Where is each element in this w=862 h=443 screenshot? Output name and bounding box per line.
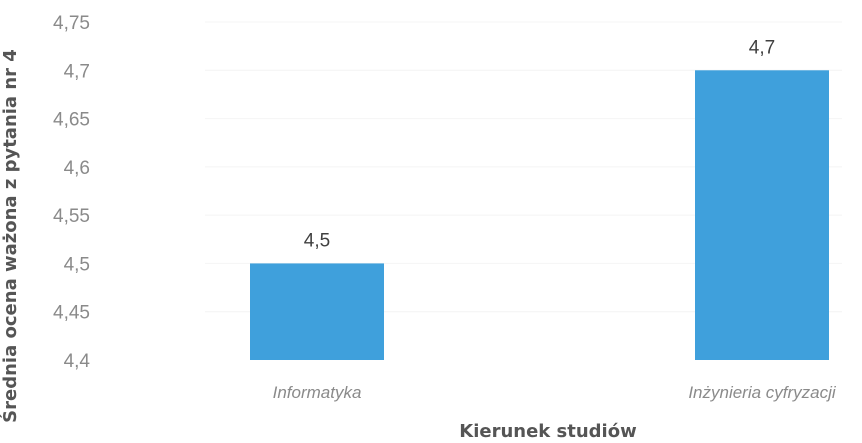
y-tick-label: 4,7 <box>64 61 90 82</box>
bar <box>695 70 829 361</box>
bar <box>250 263 384 360</box>
y-tick-label: 4,55 <box>53 206 90 227</box>
x-tick-label: Informatyka <box>273 383 362 402</box>
x-tick-label: Inżynieria cyfryzacji <box>688 383 837 402</box>
y-tick-label: 4,65 <box>53 110 90 131</box>
y-tick-label: 4,4 <box>64 351 91 372</box>
x-axis-ticks: Informatyka Inżynieria cyfryzacji <box>273 383 837 402</box>
data-label: 4,7 <box>749 37 775 58</box>
y-tick-label: 4,5 <box>64 254 90 275</box>
bars <box>250 70 829 361</box>
data-label: 4,5 <box>304 230 330 251</box>
x-axis-title: Kierunek studiów <box>459 421 636 442</box>
y-axis-ticks: 4,4 4,45 4,5 4,55 4,6 4,65 4,7 4,75 <box>53 13 90 372</box>
y-tick-label: 4,45 <box>53 303 90 324</box>
y-tick-label: 4,6 <box>64 158 90 179</box>
y-tick-label: 4,75 <box>53 13 90 34</box>
data-labels: 4,5 4,7 <box>304 37 775 251</box>
y-axis-title: Średnia ocena ważona z pytania nr 4 <box>0 49 21 423</box>
